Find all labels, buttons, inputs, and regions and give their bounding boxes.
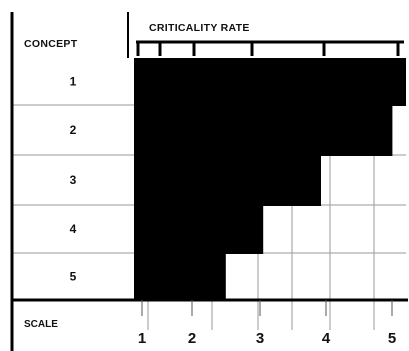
bar-concept-1 [134, 58, 406, 106]
scale-tick-1: 1 [138, 330, 146, 347]
scale-ticks: 1 2 3 4 5 [138, 300, 396, 347]
bars-group [134, 58, 406, 301]
concept-label-4: 4 [70, 222, 77, 236]
chart-title: CRITICALITY RATE [149, 22, 250, 34]
row-header: CONCEPT [24, 38, 78, 50]
bar-concept-4 [134, 205, 264, 254]
scale-tick-2: 2 [188, 330, 196, 347]
bar-concept-5 [134, 253, 226, 301]
row-labels: 1 2 3 4 5 [70, 75, 77, 284]
scale-label: SCALE [24, 319, 58, 330]
scale-tick-3: 3 [256, 330, 264, 347]
bar-concept-2 [134, 105, 393, 156]
concept-label-3: 3 [70, 173, 77, 187]
top-ticks [136, 42, 400, 56]
scale-tick-5: 5 [388, 330, 396, 347]
scale-tick-4: 4 [322, 330, 331, 347]
concept-label-2: 2 [70, 123, 77, 137]
concept-label-1: 1 [70, 75, 77, 89]
concept-label-5: 5 [70, 270, 77, 284]
bar-concept-3 [134, 155, 321, 206]
